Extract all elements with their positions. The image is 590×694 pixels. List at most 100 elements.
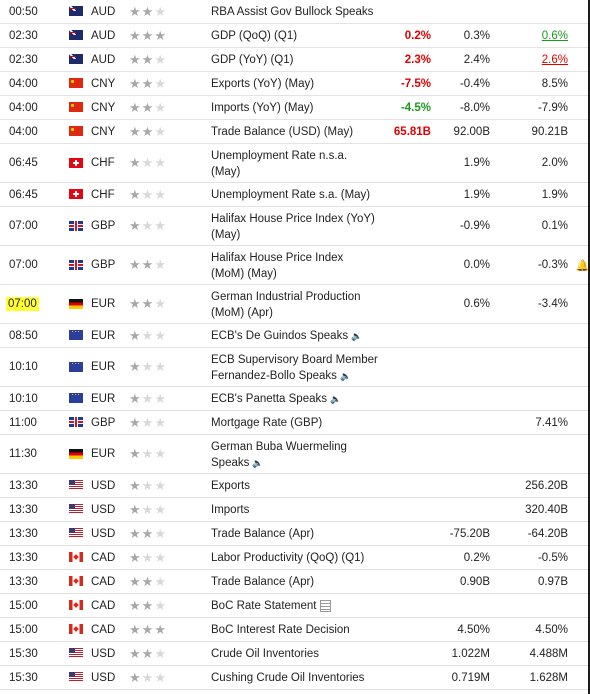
event-row[interactable]: 13:30 CAD ★★★ Trade Balance (Apr) 0.90B 0.97B (0, 569, 590, 594)
event-name-cell[interactable]: Trade Balance (USD) (May) (211, 119, 379, 144)
event-name[interactable]: Unemployment Rate s.a. (May) (211, 189, 371, 201)
flag-cell (69, 593, 91, 618)
event-name-cell[interactable]: Mortgage Rate (GBP) (211, 410, 379, 435)
event-name-cell[interactable]: Exports (211, 473, 379, 498)
event-name-cell[interactable]: Trade Balance (Apr) (211, 521, 379, 546)
event-name-cell[interactable]: BoC Rate Statement (211, 593, 379, 618)
event-name[interactable]: Cushing Crude Oil Inventories (211, 672, 365, 684)
event-row[interactable]: 07:00 GBP ★★★ Halifax House Price Index (Mo… (0, 245, 590, 285)
star-icon: ★ (154, 99, 167, 115)
flag-cell (69, 386, 91, 411)
event-name[interactable]: Crude Oil Inventories (211, 648, 320, 660)
star-icon: ★ (154, 477, 167, 493)
star-icon: ★ (129, 257, 142, 272)
star-icon: ★ (129, 51, 142, 67)
previous-value: 0.97B (494, 569, 572, 594)
event-name[interactable]: Unemployment Rate n.s.a. (May) (211, 149, 348, 178)
event-name[interactable]: Labor Productivity (QoQ) (Q1) (211, 552, 365, 564)
event-name[interactable]: Trade Balance (Apr) (211, 576, 315, 588)
event-name[interactable]: Trade Balance (USD) (May) (211, 126, 354, 138)
event-name-cell[interactable]: Trade Balance (Apr) (211, 569, 379, 594)
event-name-cell[interactable]: Halifax House Price Index (YoY) (May) (211, 206, 379, 246)
event-name-cell[interactable]: Exports (YoY) (May) (211, 71, 379, 96)
event-name[interactable]: German Buba Wuermeling Speaks (211, 440, 347, 469)
event-row[interactable]: 07:00 EUR ★★★ German Industrial Production … (0, 284, 590, 324)
star-icon: ★ (154, 501, 167, 517)
event-name-cell[interactable]: German Industrial Production (MoM) (Apr) (211, 284, 379, 324)
event-name-cell[interactable]: Unemployment Rate s.a. (May) (211, 182, 379, 207)
alert-cell[interactable]: 🔔 (572, 245, 590, 285)
event-row[interactable]: 13:30 CAD ★★★ Labor Productivity (QoQ) (Q1)… (0, 545, 590, 570)
event-name-cell[interactable]: RBA Assist Gov Bullock Speaks (211, 0, 379, 24)
event-row[interactable]: 15:30 USD ★★★ Crude Oil Inventories 1.022M 4.… (0, 641, 590, 666)
importance-stars: ★★★ (129, 617, 211, 642)
event-row[interactable]: 07:00 GBP ★★★ Halifax House Price Index (Yo… (0, 206, 590, 246)
event-row[interactable]: 13:30 USD ★★★ Exports 256.20B (0, 473, 590, 498)
event-name[interactable]: BoC Interest Rate Decision (211, 624, 350, 636)
event-name[interactable]: Trade Balance (Apr) (211, 528, 315, 540)
event-row[interactable]: 10:10EUR★★★ECB Supervisory Board Member … (0, 347, 590, 387)
event-row[interactable]: 10:10EUR★★★ECB's Panetta Speaks🔈 (0, 386, 590, 411)
alert-cell (572, 143, 590, 183)
event-row[interactable]: 11:30 EUR ★★★ German Buba Wuermeling Speaks… (0, 434, 590, 474)
event-time: 11:30 (0, 434, 69, 474)
event-row[interactable]: 02:30 AUD ★★★ GDP (YoY) (Q1) 2.3% 2.4% 2.6% (0, 47, 590, 72)
event-row[interactable]: 00:50 AUD ★★★ RBA Assist Gov Bullock Speaks (0, 0, 590, 24)
event-name[interactable]: Exports (211, 480, 250, 492)
event-row[interactable]: 11:00 GBP ★★★ Mortgage Rate (GBP) 7.41% (0, 410, 590, 435)
event-name-cell[interactable]: ECB's Panetta Speaks 🔈 (211, 386, 379, 411)
previous-value: 8.5% (494, 71, 572, 96)
event-name[interactable]: ECB's Panetta Speaks (211, 393, 327, 405)
event-name-cell[interactable]: Crude Oil Inventories (211, 641, 379, 666)
event-name[interactable]: Mortgage Rate (GBP) (211, 417, 323, 429)
event-row[interactable]: 08:50EUR★★★ECB's De Guindos Speaks🔈 (0, 323, 590, 348)
star-icon: ★ (129, 27, 142, 43)
speaker-icon: 🔈 (252, 457, 264, 468)
event-name-cell[interactable]: Imports (211, 497, 379, 522)
event-row[interactable]: 13:30 USD ★★★ Trade Balance (Apr) -75.20B -64… (0, 521, 590, 546)
event-name-cell[interactable]: Imports (YoY) (May) (211, 95, 379, 120)
cad-flag-icon (69, 552, 83, 563)
event-row[interactable]: 15:30 USD ★★★ Cushing Crude Oil Inventories… (0, 665, 590, 690)
event-name[interactable]: Imports (YoY) (May) (211, 102, 314, 114)
alert-cell (572, 497, 590, 522)
event-name-cell[interactable]: BoC Interest Rate Decision (211, 617, 379, 642)
event-name[interactable]: Halifax House Price Index (MoM) (May) (211, 251, 344, 280)
event-name[interactable]: German Industrial Production (MoM) (Apr) (211, 290, 361, 319)
event-name[interactable]: ECB's De Guindos Speaks (211, 330, 349, 342)
event-row[interactable]: 15:00 CAD ★★★ BoC Rate Statement (0, 593, 590, 618)
event-name-cell[interactable]: Labor Productivity (QoQ) (Q1) (211, 545, 379, 570)
event-name-cell[interactable]: ECB's De Guindos Speaks 🔈 (211, 323, 379, 348)
star-icon: ★ (141, 414, 155, 430)
event-name-cell[interactable]: German Buba Wuermeling Speaks 🔈 (211, 434, 379, 474)
event-row[interactable]: 06:45 CHF ★★★ Unemployment Rate s.a. (May) 1… (0, 182, 590, 207)
event-name-cell[interactable]: GDP (YoY) (Q1) (211, 47, 379, 72)
event-time: 08:50 (0, 323, 69, 348)
alert-cell (572, 473, 590, 498)
event-name-cell[interactable]: GDP (QoQ) (Q1) (211, 23, 379, 48)
event-name[interactable]: GDP (QoQ) (Q1) (211, 30, 298, 42)
star-icon: ★ (141, 123, 155, 139)
star-icon: ★ (141, 155, 155, 170)
star-icon: ★ (129, 414, 142, 430)
event-name[interactable]: ECB Supervisory Board Member Fernandez-B… (211, 353, 378, 382)
event-row[interactable]: 04:00 CNY ★★★ Exports (YoY) (May) -7.5% -0.4%… (0, 71, 590, 96)
event-name[interactable]: BoC Rate Statement (211, 600, 317, 612)
event-row[interactable]: 13:30 USD ★★★ Imports 320.40B (0, 497, 590, 522)
event-name[interactable]: Exports (YoY) (May) (211, 78, 315, 90)
event-name-cell[interactable]: Cushing Crude Oil Inventories (211, 665, 379, 690)
event-name-cell[interactable]: Unemployment Rate n.s.a. (May) (211, 143, 379, 183)
event-name-cell[interactable]: ECB Supervisory Board Member Fernandez-B… (211, 347, 379, 387)
event-name[interactable]: RBA Assist Gov Bullock Speaks (211, 6, 374, 18)
event-name[interactable]: Halifax House Price Index (YoY) (May) (211, 212, 375, 241)
star-icon: ★ (154, 123, 167, 139)
event-name-cell[interactable]: Halifax House Price Index (MoM) (May) (211, 245, 379, 285)
bell-icon[interactable]: 🔔 (575, 259, 590, 272)
event-row[interactable]: 06:45 CHF ★★★ Unemployment Rate n.s.a. (May… (0, 143, 590, 183)
event-row[interactable]: 02:30 AUD ★★★ GDP (QoQ) (Q1) 0.2% 0.3% 0.6% (0, 23, 590, 48)
event-name[interactable]: Imports (211, 504, 250, 516)
event-row[interactable]: 15:00 CAD ★★★ BoC Interest Rate Decision 4.5… (0, 617, 590, 642)
event-row[interactable]: 04:00 CNY ★★★ Trade Balance (USD) (May) 65.8… (0, 119, 590, 144)
event-row[interactable]: 04:00 CNY ★★★ Imports (YoY) (May) -4.5% -8.0%… (0, 95, 590, 120)
event-name[interactable]: GDP (YoY) (Q1) (211, 54, 294, 66)
